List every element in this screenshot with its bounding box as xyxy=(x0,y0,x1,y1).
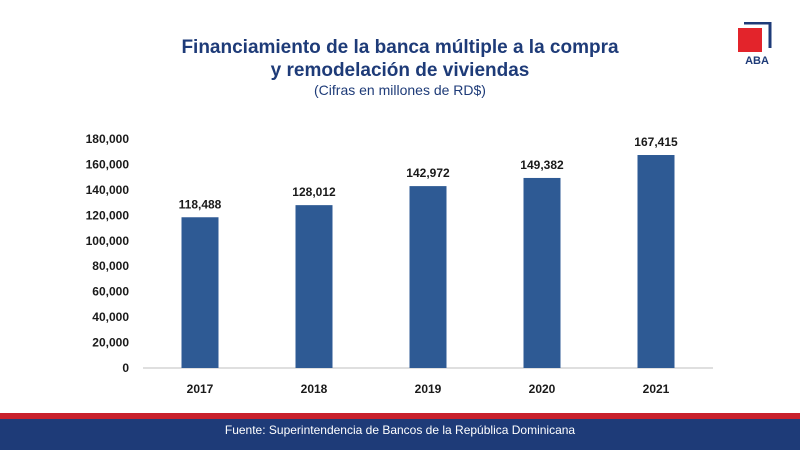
y-tick-label: 20,000 xyxy=(92,336,129,350)
x-axis-ticks: 2017 2018 2019 2020 2021 xyxy=(187,382,670,396)
logo-blue-bracket xyxy=(744,22,772,48)
y-tick-label: 100,000 xyxy=(86,234,130,248)
bar-2021 xyxy=(637,155,675,368)
x-tick-label-2017: 2017 xyxy=(187,382,214,396)
bar-2019 xyxy=(409,186,447,368)
y-tick-label: 80,000 xyxy=(92,259,129,273)
value-label-2018: 128,012 xyxy=(292,185,336,199)
bars xyxy=(181,155,675,368)
y-tick-label: 140,000 xyxy=(86,183,130,197)
value-label-2021: 167,415 xyxy=(634,135,678,149)
x-tick-label-2021: 2021 xyxy=(643,382,670,396)
bar-2017 xyxy=(181,217,219,368)
y-tick-label: 0 xyxy=(122,361,129,375)
bar-2018 xyxy=(295,205,333,368)
y-tick-label: 180,000 xyxy=(86,132,130,146)
chart-title-line-1: Financiamiento de la banca múltiple a la… xyxy=(181,37,619,58)
chart-title-line-2: y remodelación de viviendas xyxy=(270,60,530,81)
bar-2020 xyxy=(523,177,561,368)
logo-text: ABA xyxy=(745,55,769,67)
x-tick-label-2019: 2019 xyxy=(415,382,442,396)
footer-stripe xyxy=(0,413,800,419)
y-tick-label: 120,000 xyxy=(86,208,130,222)
value-label-2020: 149,382 xyxy=(520,158,564,172)
aba-logo: ABA xyxy=(738,22,776,72)
x-tick-label-2020: 2020 xyxy=(529,382,556,396)
chart-title: Financiamiento de la banca múltiple a la… xyxy=(0,36,800,82)
aba-logo-icon xyxy=(738,22,772,52)
logo-red-square xyxy=(738,28,762,52)
value-label-2019: 142,972 xyxy=(406,166,450,180)
value-label-2017: 118,488 xyxy=(179,197,222,211)
y-tick-label: 160,000 xyxy=(86,157,130,171)
x-tick-label-2018: 2018 xyxy=(301,382,328,396)
value-labels: 118,488 128,012 142,972 149,382 167,415 xyxy=(179,135,678,211)
footer-source: Fuente: Superintendencia de Bancos de la… xyxy=(0,419,800,450)
chart-subtitle: (Cifras en millones de RD$) xyxy=(314,82,486,98)
y-tick-label: 40,000 xyxy=(92,310,129,324)
y-axis-ticks: 0 20,000 40,000 60,000 80,000 100,000 120,000 1… xyxy=(86,132,130,375)
y-tick-label: 60,000 xyxy=(92,285,129,299)
